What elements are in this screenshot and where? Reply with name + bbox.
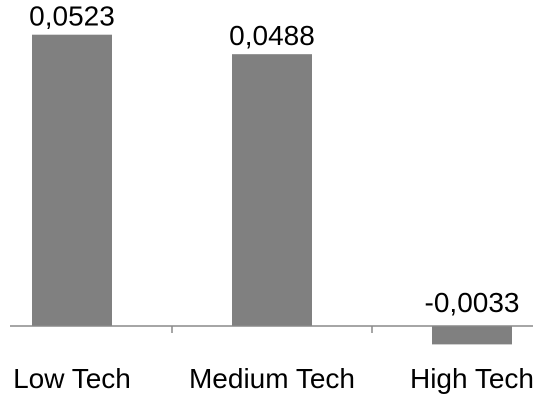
data-label: 0,0488 [229,20,315,51]
data-labels-layer: 0,0523 0,0488 -0,0033 [29,1,519,318]
x-axis [10,325,533,333]
bar-high-tech [432,326,512,345]
bar-low-tech [32,34,112,327]
x-tick-labels-layer: Low Tech Medium Tech High Tech [13,363,533,394]
data-label: -0,0033 [425,287,520,318]
x-tick-label: Low Tech [13,363,131,394]
data-label: 0,0523 [29,1,115,32]
bar-medium-tech [232,54,312,327]
bars-layer [32,34,512,345]
x-tick-label: High Tech [410,363,533,394]
x-tick-label: Medium Tech [189,363,355,394]
